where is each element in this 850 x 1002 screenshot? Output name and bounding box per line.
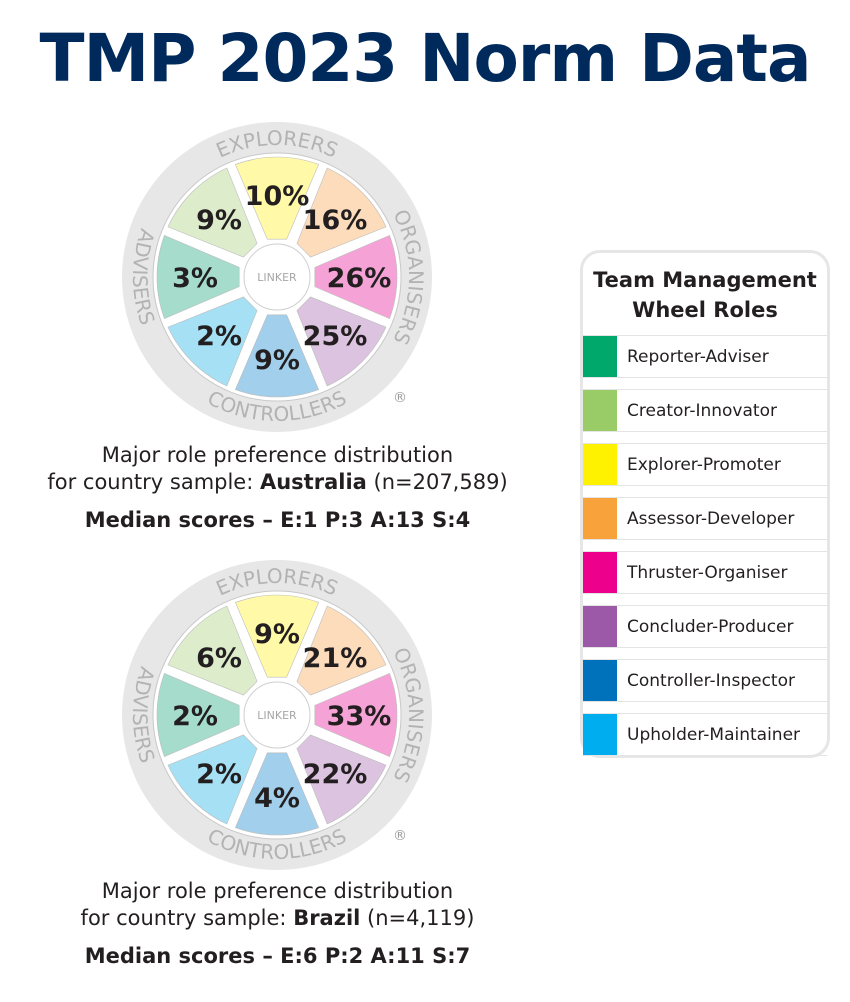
caption-line2: for country sample: Australia (n=207,589…	[20, 469, 535, 496]
linker-circle	[243, 681, 311, 749]
linker-circle	[243, 243, 311, 311]
segment-controller-inspector	[234, 752, 320, 836]
sample-size: (n=207,589)	[366, 470, 508, 494]
segment-value-label: 3%	[172, 263, 218, 294]
segment-value-label: 10%	[245, 181, 310, 212]
wheel-australia: EXPLORERS ORGANISERS CONTROLLERS ADVISERS 10…	[115, 112, 432, 442]
legend-title: Team Management Wheel Roles	[583, 265, 827, 335]
legend-item: Controller-Inspector	[583, 659, 827, 702]
legend-swatch	[583, 336, 617, 377]
segment-creator-innovator	[167, 605, 258, 696]
segment-creator-innovator	[167, 167, 258, 258]
sample-size: (n=4,119)	[360, 906, 475, 930]
median-scores-brazil: Median scores – E:6 P:2 A:11 S:7	[84, 944, 471, 968]
segment-value-label: 4%	[254, 783, 300, 814]
legend-swatch	[583, 714, 617, 755]
segment-thruster-organiser	[314, 672, 398, 758]
caption-line1: Major role preference distribution	[101, 879, 454, 903]
wheel-chart-australia: EXPLORERSORGANISERSCONTROLLERSADVISERS10…	[122, 122, 432, 432]
segment-concluder-producer	[296, 296, 387, 387]
legend-label: Upholder-Maintainer	[627, 724, 801, 745]
legend-label: Thruster-Organiser	[627, 562, 788, 583]
legend-label: Controller-Inspector	[627, 670, 795, 691]
legend-title-line2: Wheel Roles	[632, 298, 778, 322]
legend-swatch	[583, 552, 617, 593]
country-name: Australia	[259, 470, 367, 494]
segment-value-label: 16%	[303, 205, 368, 236]
legend-box: Team Management Wheel Roles Reporter-Adv…	[580, 250, 830, 758]
legend-item: Creator-Innovator	[583, 389, 827, 432]
caption-brazil: Major role preference distribution for c…	[20, 878, 535, 932]
registered-mark-icon: ®	[393, 828, 407, 844]
segment-value-label: 25%	[303, 321, 368, 352]
legend-label: Creator-Innovator	[627, 400, 777, 421]
legend-swatch	[583, 444, 617, 485]
legend-label: Explorer-Promoter	[627, 454, 781, 475]
segment-assessor-developer	[296, 605, 387, 696]
legend-label: Reporter-Adviser	[627, 346, 769, 367]
segment-thruster-organiser	[314, 234, 398, 320]
legend-swatch	[583, 390, 617, 431]
segment-upholder-maintainer	[167, 734, 258, 825]
legend-item: Upholder-Maintainer	[583, 713, 827, 756]
legend-swatch	[583, 660, 617, 701]
segment-upholder-maintainer	[167, 296, 258, 387]
segment-value-label: 9%	[196, 205, 242, 236]
segment-value-label: 2%	[196, 759, 242, 790]
segment-explorer-promoter	[234, 156, 320, 240]
caption-australia: Major role preference distribution for c…	[20, 442, 535, 496]
segment-value-label: 2%	[172, 701, 218, 732]
linker-label: LINKER	[257, 271, 297, 284]
country-name: Brazil	[293, 906, 361, 930]
legend-item: Concluder-Producer	[583, 605, 827, 648]
segment-value-label: 6%	[196, 643, 242, 674]
legend-swatch	[583, 606, 617, 647]
segment-value-label: 2%	[196, 321, 242, 352]
caption-prefix: for country sample:	[80, 906, 294, 930]
segment-controller-inspector	[234, 314, 320, 398]
segment-value-label: 21%	[303, 643, 368, 674]
legend-item: Thruster-Organiser	[583, 551, 827, 594]
segment-reporter-adviser	[156, 672, 240, 758]
legend-item: Assessor-Developer	[583, 497, 827, 540]
segment-assessor-developer	[296, 167, 387, 258]
segment-concluder-producer	[296, 734, 387, 825]
legend-label: Assessor-Developer	[627, 508, 795, 529]
wheel-brazil: EXPLORERS ORGANISERS CONTROLLERS ADVISERS 9%…	[115, 550, 432, 880]
segment-value-label: 33%	[327, 701, 392, 732]
wheel-chart-brazil: EXPLORERSORGANISERSCONTROLLERSADVISERS9%…	[122, 560, 432, 870]
legend-list: Reporter-Adviser Creator-Innovator Explore…	[583, 335, 827, 756]
caption-prefix: for country sample:	[47, 470, 260, 494]
legend-title-line1: Team Management	[593, 268, 817, 292]
legend-item: Explorer-Promoter	[583, 443, 827, 486]
caption-line2: for country sample: Brazil (n=4,119)	[20, 905, 535, 932]
segment-value-label: 9%	[254, 619, 300, 650]
segment-value-label: 9%	[254, 345, 300, 376]
segment-value-label: 26%	[327, 263, 392, 294]
segment-value-label: 22%	[303, 759, 368, 790]
legend-swatch	[583, 498, 617, 539]
legend-label: Concluder-Producer	[627, 616, 794, 637]
median-scores-australia: Median scores – E:1 P:3 A:13 S:4	[84, 508, 471, 532]
page-title: TMP 2023 Norm Data	[39, 20, 811, 97]
legend-item: Reporter-Adviser	[583, 335, 827, 378]
linker-label: LINKER	[257, 709, 297, 722]
segment-reporter-adviser	[156, 234, 240, 320]
caption-line1: Major role preference distribution	[101, 443, 454, 467]
segment-explorer-promoter	[234, 594, 320, 678]
registered-mark-icon: ®	[393, 390, 407, 406]
